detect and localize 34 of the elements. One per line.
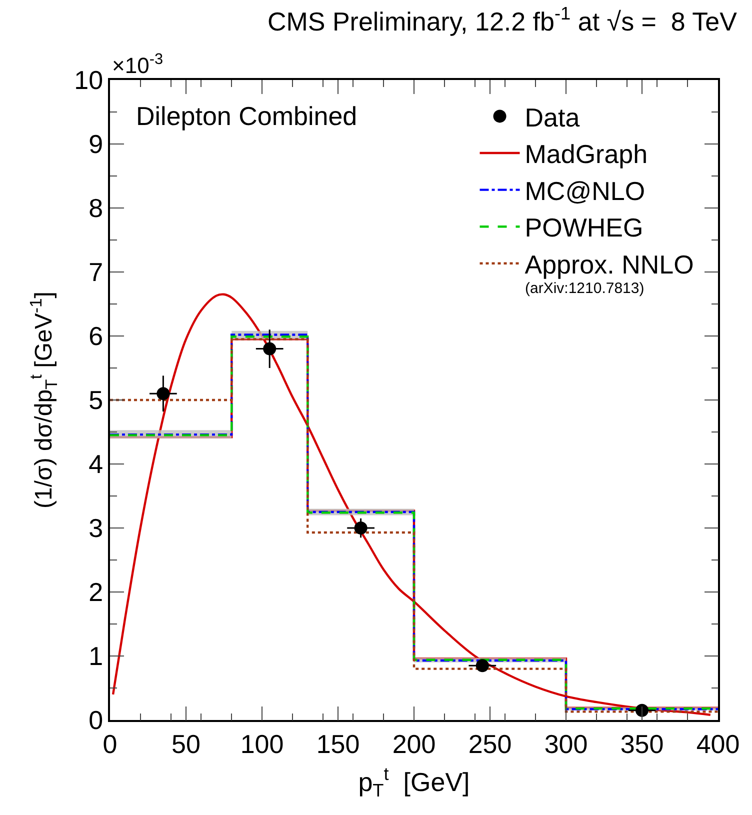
x-tick-label: 150 xyxy=(316,728,360,759)
y-tick-label: 3 xyxy=(88,513,104,544)
point xyxy=(156,387,170,400)
legend-label: MC@NLO xyxy=(524,176,646,206)
point xyxy=(476,659,489,672)
x-axis-title: p$_{T}$$^{t}$ [GeV] xyxy=(358,764,470,801)
y-tick-label: 9 xyxy=(88,129,104,160)
x-tick-label: 350 xyxy=(620,728,664,759)
point xyxy=(636,704,648,717)
y-tick-label: 5 xyxy=(88,385,104,416)
annotation: Dilepton Combined xyxy=(136,101,358,131)
x-tick-label: 250 xyxy=(468,728,512,759)
x-tick-label: 50 xyxy=(172,728,200,759)
y-tick-label: 7 xyxy=(88,257,104,288)
legend-label: MadGraph xyxy=(524,139,648,170)
legend-label: POWHEG xyxy=(524,212,644,243)
x-tick-label: 300 xyxy=(544,728,588,759)
text: ×10$^{-3}$ xyxy=(112,51,164,78)
y-tick-label: 10 xyxy=(74,65,104,96)
chart-title: CMS Preliminary, 12.2 fb$^{-1}$ at √s = 8 TeV xyxy=(267,4,738,36)
y-tick-label: 6 xyxy=(88,321,104,352)
y-tick-label: 4 xyxy=(88,449,104,480)
annotation: (arXiv:1210.7813) xyxy=(525,280,644,297)
y-tick-label: 8 xyxy=(88,193,104,224)
point xyxy=(263,342,276,356)
point xyxy=(354,522,368,534)
legend-label: Data xyxy=(524,102,580,132)
x-tick-label: 100 xyxy=(240,728,284,759)
x-tick-label: 400 xyxy=(696,728,740,759)
y-tick-label: 2 xyxy=(88,577,104,608)
y-tick-label: 1 xyxy=(88,641,104,672)
x-tick-label: 200 xyxy=(392,728,436,759)
y-tick-label: 0 xyxy=(88,705,104,736)
legend-label: Approx. NNLO xyxy=(524,250,694,280)
